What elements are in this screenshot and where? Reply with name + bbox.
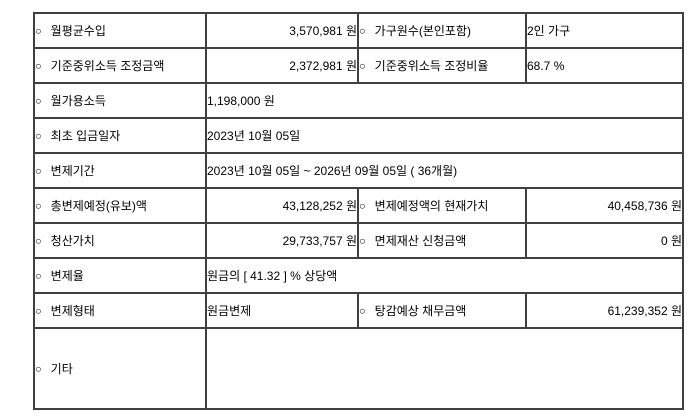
value-repayment-type: 원금변제: [205, 292, 359, 329]
circle-bullet-icon: ○: [359, 25, 366, 38]
circle-bullet-icon: ○: [35, 25, 42, 38]
table-row-liquidation-value: ○ 청산가치 29,733,757 원 ○ 면제재산 신청금액 0 원: [33, 222, 684, 259]
circle-bullet-icon: ○: [35, 363, 42, 376]
value-present-value-of-repayment: 40,458,736 원: [525, 187, 684, 224]
circle-bullet-icon: ○: [35, 200, 42, 213]
circle-bullet-icon: ○: [359, 200, 366, 213]
field-label: 가구원수(본인포함): [374, 24, 471, 38]
field-label: 청산가치: [50, 234, 95, 248]
table-row-first-deposit-date: ○ 최초 입금일자 2023년 10월 05일: [33, 117, 684, 154]
circle-bullet-icon: ○: [359, 305, 366, 318]
circle-bullet-icon: ○: [359, 235, 366, 248]
value-monthly-average-income: 3,570,981 원: [205, 12, 359, 49]
circle-bullet-icon: ○: [35, 95, 42, 108]
value-monthly-available-income: 1,198,000 원: [205, 82, 684, 119]
table-row-etc: ○ 기타: [33, 327, 684, 410]
field-label: 최초 입금일자: [50, 129, 121, 143]
field-label: 기준중위소득 조정금액: [50, 59, 165, 73]
label-liquidation-value: ○ 청산가치: [33, 222, 207, 259]
field-label: 변제율: [50, 269, 84, 283]
table-row-median-income-adjustment: ○ 기준중위소득 조정금액 2,372,981 원 ○ 기준중위소득 조정비율 68…: [33, 47, 684, 84]
value-median-income-adjustment-ratio: 68.7 %: [525, 47, 684, 84]
circle-bullet-icon: ○: [35, 305, 42, 318]
circle-bullet-icon: ○: [35, 165, 42, 178]
field-label: 기준중위소득 조정비율: [374, 59, 489, 73]
field-label: 면제재산 신청금액: [374, 234, 467, 248]
table-row-monthly-average-income: ○ 월평균수입 3,570,981 원 ○ 가구원수(본인포함) 2인 가구: [33, 12, 684, 49]
table-row-repayment-period: ○ 변제기간 2023년 10월 05일 ~ 2026년 09월 05일 ( 36…: [33, 152, 684, 189]
field-label: 변제형태: [50, 304, 95, 318]
label-etc: ○ 기타: [33, 327, 207, 410]
label-first-deposit-date: ○ 최초 입금일자: [33, 117, 207, 154]
field-label: 기타: [50, 362, 73, 376]
label-repayment-type: ○ 변제형태: [33, 292, 207, 329]
table-row-total-expected-repayment: ○ 총변제예정(유보)액 43,128,252 원 ○ 변제예정액의 현재가치 40…: [33, 187, 684, 224]
field-label: 총변제예정(유보)액: [50, 199, 147, 213]
label-total-expected-repayment: ○ 총변제예정(유보)액: [33, 187, 207, 224]
table-row-repayment-rate: ○ 변제율 원금의 [ 41.32 ] % 상당액: [33, 257, 684, 294]
circle-bullet-icon: ○: [35, 235, 42, 248]
circle-bullet-icon: ○: [35, 270, 42, 283]
label-median-income-adjusted-amount: ○ 기준중위소득 조정금액: [33, 47, 207, 84]
label-median-income-adjustment-ratio: ○ 기준중위소득 조정비율: [357, 47, 527, 84]
label-household-members: ○ 가구원수(본인포함): [357, 12, 527, 49]
label-repayment-rate: ○ 변제율: [33, 257, 207, 294]
value-total-expected-repayment: 43,128,252 원: [205, 187, 359, 224]
label-monthly-average-income: ○ 월평균수입: [33, 12, 207, 49]
label-monthly-available-income: ○ 월가용소득: [33, 82, 207, 119]
value-repayment-period: 2023년 10월 05일 ~ 2026년 09월 05일 ( 36개월): [205, 152, 684, 189]
label-present-value-of-repayment: ○ 변제예정액의 현재가치: [357, 187, 527, 224]
value-liquidation-value: 29,733,757 원: [205, 222, 359, 259]
field-label: 탕감예상 채무금액: [374, 304, 467, 318]
circle-bullet-icon: ○: [359, 60, 366, 73]
table-row-monthly-available-income: ○ 월가용소득 1,198,000 원: [33, 82, 684, 119]
field-label: 월평균수입: [50, 24, 106, 38]
value-median-income-adjusted-amount: 2,372,981 원: [205, 47, 359, 84]
label-repayment-period: ○ 변제기간: [33, 152, 207, 189]
value-expected-written-off-debt: 61,239,352 원: [525, 292, 684, 329]
field-label: 월가용소득: [50, 94, 106, 108]
field-label: 변제기간: [50, 164, 95, 178]
circle-bullet-icon: ○: [35, 130, 42, 143]
repayment-summary-table: ○ 월평균수입 3,570,981 원 ○ 가구원수(본인포함) 2인 가구 ○ 기준…: [33, 12, 684, 410]
value-repayment-rate: 원금의 [ 41.32 ] % 상당액: [205, 257, 684, 294]
label-expected-written-off-debt: ○ 탕감예상 채무금액: [357, 292, 527, 329]
value-first-deposit-date: 2023년 10월 05일: [205, 117, 684, 154]
value-etc: [205, 327, 684, 410]
label-exempt-property-amount: ○ 면제재산 신청금액: [357, 222, 527, 259]
value-exempt-property-amount: 0 원: [525, 222, 684, 259]
value-household-members: 2인 가구: [525, 12, 684, 49]
table-row-repayment-type: ○ 변제형태 원금변제 ○ 탕감예상 채무금액 61,239,352 원: [33, 292, 684, 329]
field-label: 변제예정액의 현재가치: [374, 199, 489, 213]
circle-bullet-icon: ○: [35, 60, 42, 73]
